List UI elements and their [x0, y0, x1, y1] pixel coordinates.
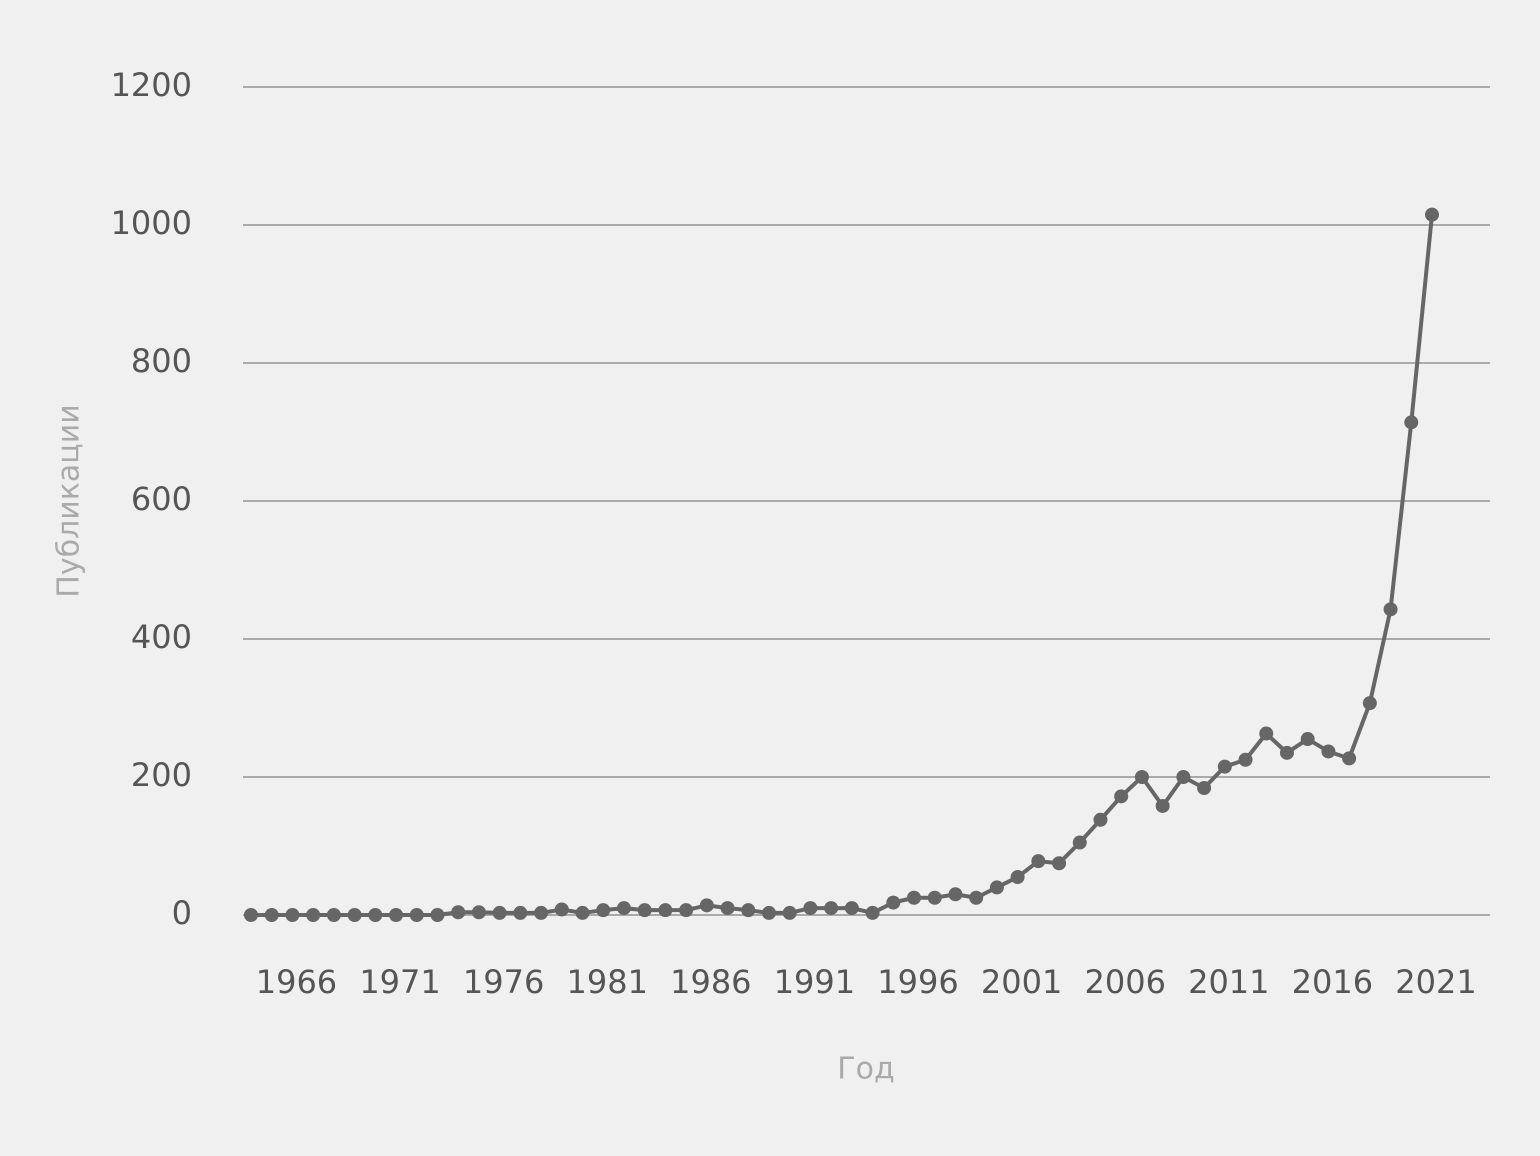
y-tick-label: 800: [131, 342, 192, 380]
line: [251, 214, 1434, 917]
point: [1197, 781, 1212, 796]
x-tick-label: 2021: [1395, 963, 1476, 1001]
point: [989, 880, 1004, 895]
point: [1300, 732, 1315, 747]
x-tick-label: 1966: [256, 963, 337, 1001]
point: [1279, 745, 1294, 760]
y-axis-title: Публикации: [52, 404, 87, 597]
point: [616, 901, 631, 916]
point: [1072, 835, 1087, 850]
point: [306, 908, 321, 922]
x-tick-label: 2006: [1084, 963, 1165, 1001]
point: [741, 903, 756, 918]
point: [1052, 856, 1067, 871]
x-tick-label: 1976: [463, 963, 544, 1001]
x-tick-label: 1981: [567, 963, 648, 1001]
point: [513, 905, 528, 920]
point: [368, 908, 383, 922]
point: [1114, 789, 1129, 804]
x-tick-label: 1986: [670, 963, 751, 1001]
x-tick-label: 1996: [877, 963, 958, 1001]
point: [844, 901, 859, 916]
x-tick-label: 2016: [1292, 963, 1373, 1001]
point: [803, 901, 818, 916]
point: [492, 905, 507, 920]
y-tick-label: 400: [131, 618, 192, 656]
x-tick-label: 1971: [359, 963, 440, 1001]
y-tick-label: 200: [131, 756, 192, 794]
x-tick-label: 2001: [981, 963, 1062, 1001]
point: [782, 905, 797, 920]
point: [699, 898, 714, 913]
point: [1155, 798, 1170, 813]
point: [927, 890, 942, 905]
point: [720, 901, 735, 916]
point: [1362, 696, 1377, 711]
point: [658, 903, 673, 918]
point: [534, 905, 549, 920]
point: [451, 905, 466, 920]
point: [1093, 812, 1108, 827]
x-axis-title: Год: [837, 1052, 894, 1087]
point: [1321, 744, 1336, 759]
point: [285, 908, 300, 922]
point: [264, 908, 279, 922]
point: [554, 902, 569, 917]
point: [409, 908, 424, 922]
point: [389, 908, 404, 922]
point: [1217, 759, 1232, 774]
point: [637, 903, 652, 918]
point: [1342, 751, 1357, 766]
x-tick-label: 1991: [774, 963, 855, 1001]
y-tick-label: 1200: [111, 66, 192, 104]
point: [948, 887, 963, 902]
y-tick-label: 1000: [111, 204, 192, 242]
point: [824, 901, 839, 916]
point: [1383, 602, 1398, 617]
point: [1010, 870, 1025, 885]
point: [1176, 770, 1191, 784]
point: [1404, 415, 1419, 430]
y-tick-label: 0: [172, 894, 192, 932]
point: [865, 905, 880, 920]
point: [969, 890, 984, 905]
y-tick-label: 600: [131, 480, 192, 518]
point: [596, 903, 611, 918]
point: [1259, 726, 1274, 741]
point: [326, 908, 341, 922]
point: [1031, 854, 1046, 869]
point: [1425, 207, 1439, 222]
point: [575, 905, 590, 920]
x-tick-label: 2011: [1188, 963, 1269, 1001]
point: [907, 890, 922, 905]
point: [1134, 770, 1149, 784]
point: [347, 908, 362, 922]
point: [679, 903, 694, 918]
point: [244, 908, 258, 922]
point: [430, 908, 445, 922]
point: [761, 905, 776, 920]
point: [886, 895, 901, 910]
point: [471, 905, 486, 920]
point: [1238, 752, 1253, 767]
